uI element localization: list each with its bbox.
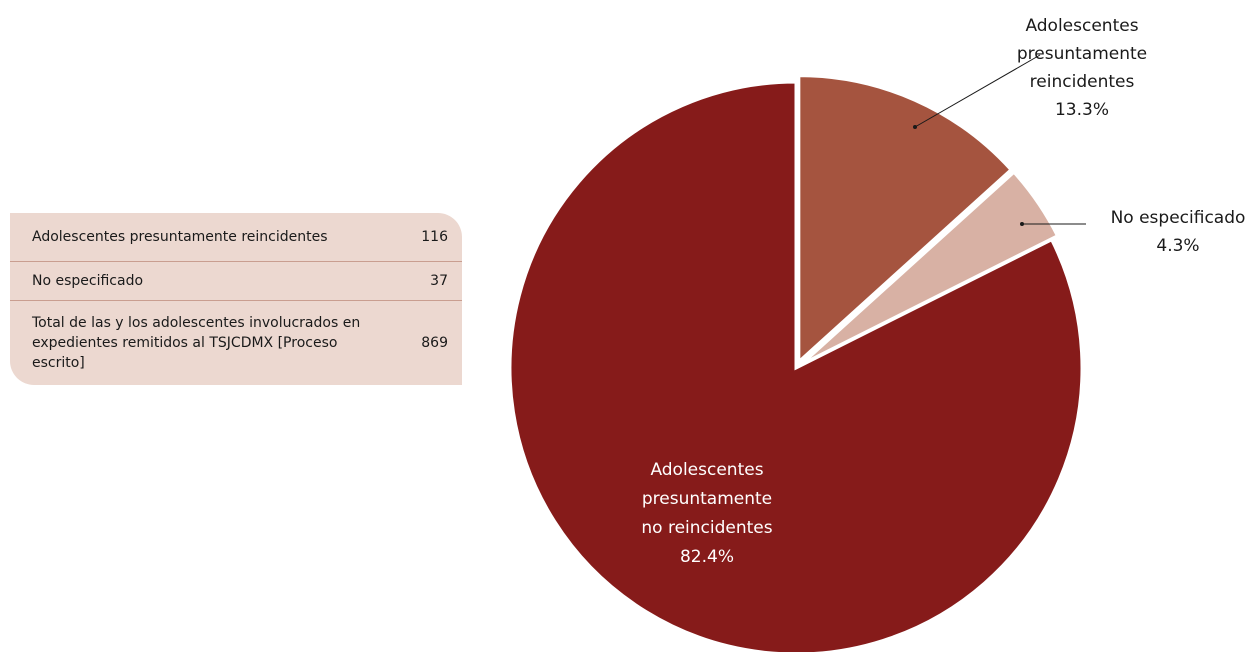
label-line: presuntamente xyxy=(642,489,772,509)
label-line: reincidentes xyxy=(1030,72,1135,92)
pie-slice xyxy=(800,170,1060,366)
slice-label: No especificado 4.3% xyxy=(1111,208,1246,256)
label-line: presuntamente xyxy=(1017,44,1147,64)
table-row: No especificado 37 xyxy=(10,261,462,300)
value-label: 82.4% xyxy=(680,547,734,567)
row-value: 37 xyxy=(430,273,448,289)
leader-line xyxy=(914,54,1041,128)
table-row: Adolescentes presuntamente reincidentes 1… xyxy=(10,213,462,261)
row-value: 869 xyxy=(421,335,448,351)
value-label: 13.3% xyxy=(1055,100,1109,120)
leader-dot xyxy=(1020,222,1024,226)
row-label: Adolescentes presuntamente reincidentes xyxy=(32,229,328,245)
pie-slice xyxy=(508,80,1084,652)
label-line: Adolescentes xyxy=(650,460,763,480)
label-line: No especificado xyxy=(1111,208,1246,228)
row-label: Total de las y los adolescentes involucr… xyxy=(32,315,361,371)
table-row: Total de las y los adolescentes involucr… xyxy=(10,300,462,385)
label-line: Adolescentes xyxy=(1025,16,1138,36)
label-line: no reincidentes xyxy=(641,518,772,538)
slice-label: Adolescentes presuntamente reincidentes 13.… xyxy=(1017,16,1147,120)
leader-dot xyxy=(913,125,917,129)
pie-slice xyxy=(797,74,1014,365)
row-value: 116 xyxy=(421,229,448,245)
row-label: No especificado xyxy=(32,273,144,289)
value-label: 4.3% xyxy=(1156,236,1199,256)
summary-table: Adolescentes presuntamente reincidentes 1… xyxy=(10,213,462,385)
slice-label: Adolescentes presuntamente no reincidentes… xyxy=(641,460,772,567)
